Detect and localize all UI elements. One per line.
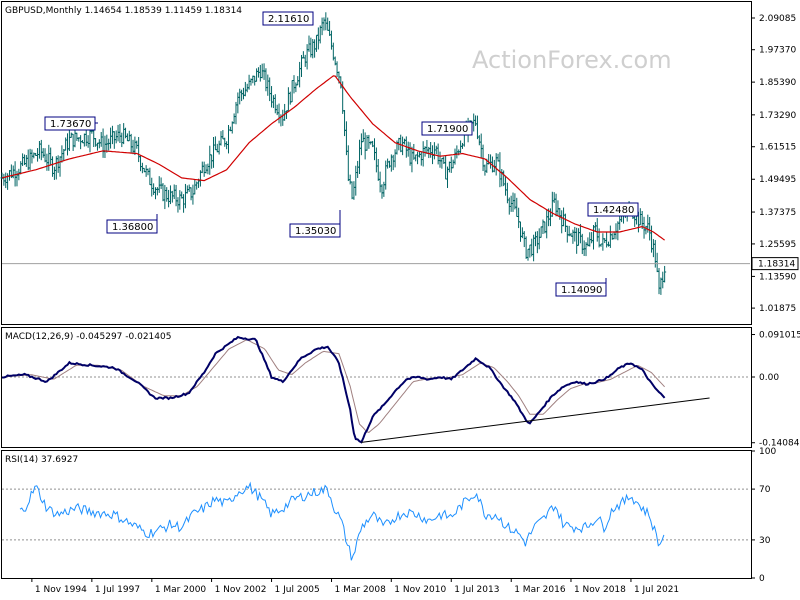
time-axis-tick-label: 1 Nov 2002: [215, 585, 267, 595]
rsi-axis-tick-label: 0: [759, 574, 765, 584]
callout-box: [44, 116, 96, 131]
price-axis-tick-label: 1.85390: [759, 78, 796, 88]
price-axis-tick-label: 1.37375: [759, 208, 796, 218]
last-price-tag: [751, 257, 799, 271]
last-price-value: 1.18314: [758, 260, 795, 270]
callout-box: [106, 219, 158, 234]
price-axis-tick-label: 1.01875: [759, 304, 796, 314]
callout-value: 1.42480: [593, 205, 634, 216]
price-pane-frame: [1, 1, 752, 325]
callout-box: [262, 11, 314, 26]
moving-average-line: [1, 75, 665, 241]
time-axis-tick-label: 1 Jul 2021: [634, 585, 679, 595]
callout-value: 1.71900: [427, 124, 468, 135]
price-axis-tick-label: 1.97370: [759, 46, 796, 56]
callout-value: 2.11610: [268, 14, 309, 25]
price-pane-title: GBPUSD,Monthly 1.14654 1.18539 1.11459 1…: [5, 6, 242, 16]
rsi-axis-ticks: 100 70 30 0: [751, 447, 776, 584]
last-price-layer: 1.18314: [2, 257, 799, 271]
time-axis-tick-label: 1 Jul 2005: [275, 585, 320, 595]
callout-box: [587, 202, 639, 217]
macd-line: [2, 335, 666, 444]
watermark-text: ActionForex.com: [472, 46, 672, 74]
time-axis-tick-label: 1 Mar 2016: [514, 585, 566, 595]
callout-box: [289, 223, 341, 238]
time-axis-tick-label: 1 Mar 2008: [335, 585, 387, 595]
rsi-axis-tick-label: 30: [759, 536, 771, 546]
callout-value: 1.35030: [295, 226, 336, 237]
price-axis-tick-label: 1.73290: [759, 111, 796, 121]
macd-axis-tick-label: -0.140843: [759, 439, 800, 449]
time-axis-tick-label: 1 Mar 2000: [155, 585, 207, 595]
rsi-line: [19, 481, 665, 561]
price-bars-layer: [0, 12, 667, 295]
callout-value: 1.73670: [50, 119, 91, 130]
rsi-axis-tick-label: 100: [759, 447, 776, 457]
price-axis-tick-label: 1.61515: [759, 143, 796, 153]
macd-trendline: [361, 397, 710, 443]
time-axis-tick-label: 1 Nov 2010: [394, 585, 446, 595]
time-axis-tick-label: 1 Jul 2013: [454, 585, 499, 595]
rsi-pane-frame: [1, 450, 752, 579]
macd-pane-title: MACD(12,26,9) -0.045297 -0.021405: [5, 332, 171, 342]
price-axis-ticks: 2.09085 1.97370 1.85390 1.73290 1.61515 1.494…: [751, 14, 796, 314]
price-axis-tick-label: 1.25595: [759, 240, 796, 250]
rsi-axis-tick-label: 70: [759, 485, 771, 495]
callout-value: 1.36800: [112, 222, 153, 233]
macd-axis-tick-label: 0.091015: [759, 331, 800, 341]
callout-box: [421, 121, 473, 136]
price-axis-tick-label: 1.13590: [759, 272, 796, 282]
macd-pane-frame: [1, 327, 752, 448]
time-axis-tick-label: 1 Nov 1994: [35, 585, 87, 595]
rsi-layer: [2, 481, 750, 561]
macd-layer: [1, 335, 750, 444]
callout-box: [555, 282, 607, 297]
price-axis-tick-label: 1.49495: [759, 175, 796, 185]
time-axis-tick-label: 1 Nov 2018: [574, 585, 626, 595]
moving-average-layer: [1, 75, 665, 241]
price-callouts: 2.11610 1.73670 1.71900 1.36800 1.35030 1.424…: [44, 11, 639, 297]
callout-value: 1.14090: [561, 285, 602, 296]
macd-axis-tick-label: 0.00: [759, 373, 779, 383]
macd-axis-ticks: 0.091015 0.00 -0.140843: [751, 331, 800, 449]
time-axis-ticks: 1 Nov 1994 1 Jul 1997 1 Mar 2000 1 Nov 2002…: [31, 578, 679, 595]
rsi-pane-title: RSI(14) 37.6927: [5, 455, 78, 465]
price-axis-tick-label: 2.09085: [759, 14, 796, 24]
time-axis-tick-label: 1 Jul 1997: [95, 585, 140, 595]
